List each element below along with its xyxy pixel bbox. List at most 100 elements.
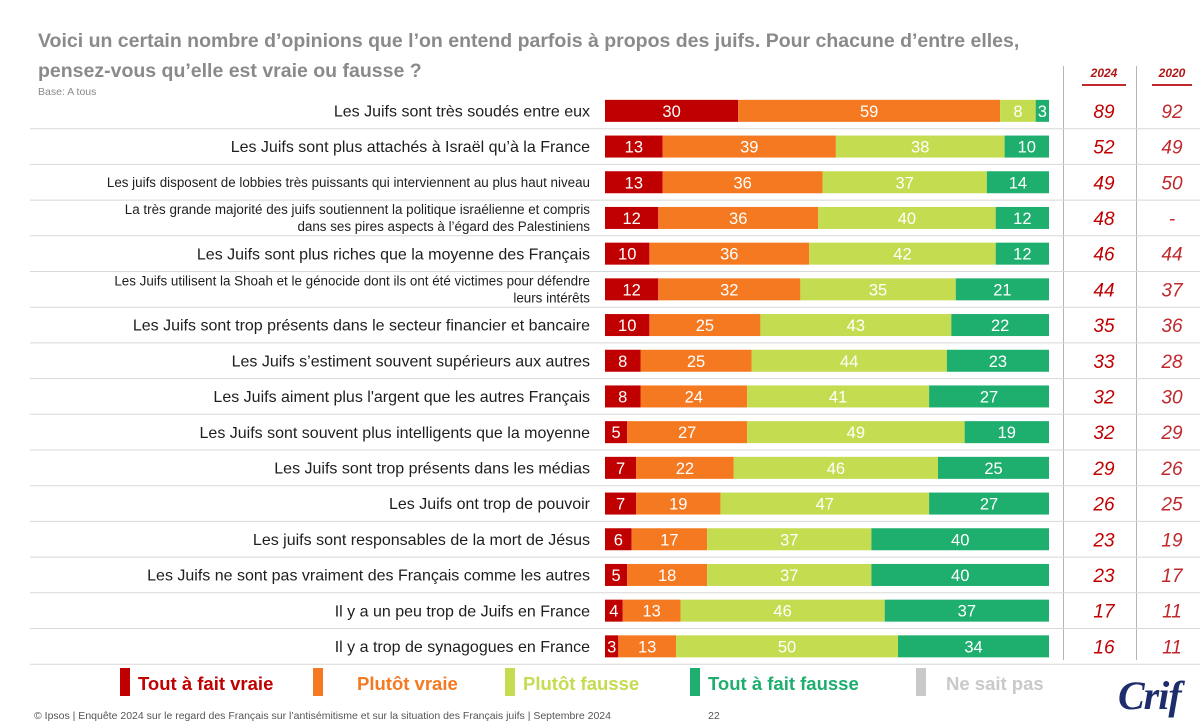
bar-value-label: 38 <box>911 139 929 157</box>
total-2020-value: 36 <box>1161 316 1183 337</box>
year-header-2024: 2024 <box>1090 66 1118 80</box>
bar-value-label: 40 <box>951 531 969 549</box>
bar-segment <box>618 635 677 658</box>
total-2024-value: 49 <box>1093 173 1115 194</box>
bar-segment <box>605 456 637 479</box>
category-label: Les Juifs s’estiment souvent supérieurs … <box>232 353 590 370</box>
bar-value-label: 19 <box>998 424 1016 442</box>
year-header-2024-rule <box>1082 84 1126 86</box>
bar-value-label: 12 <box>1013 246 1031 264</box>
bar-segment <box>720 492 930 515</box>
category-label: Les Juifs sont plus riches que la moyenn… <box>197 246 590 263</box>
total-2020-value: 29 <box>1160 423 1183 444</box>
bar-value-label: 6 <box>614 531 623 549</box>
bar-segment <box>884 599 1049 622</box>
category-label: Les Juifs sont trop présents dans le sec… <box>133 318 590 335</box>
footer-source: © Ipsos | Enquête 2024 sur le regard des… <box>34 710 611 722</box>
total-2024-value: 32 <box>1093 387 1115 408</box>
bar-segment <box>760 314 952 337</box>
category-label: Les Juifs utilisent la Shoah et le génoc… <box>114 274 590 289</box>
bar-value-label: 13 <box>642 603 660 621</box>
bar-value-label: 46 <box>773 603 791 621</box>
bar-value-label: 5 <box>612 567 621 585</box>
bar-value-label: 46 <box>827 460 845 478</box>
bar-segment <box>605 242 650 265</box>
category-label: leurs intérêts <box>513 291 590 306</box>
year-header-2020-rule <box>1152 84 1192 86</box>
bar-segment <box>800 278 956 301</box>
bar-segment <box>605 314 650 337</box>
category-label: Les juifs disposent de lobbies très puis… <box>107 175 590 190</box>
bar-segment <box>605 599 623 622</box>
bar-value-label: 13 <box>638 638 656 656</box>
total-2020-value: 19 <box>1161 530 1183 551</box>
total-2024-value: 26 <box>1092 495 1115 516</box>
bar-segment <box>658 278 801 301</box>
bar-value-label: 19 <box>669 496 687 514</box>
bar-value-label: 22 <box>676 460 694 478</box>
total-2020-value: 37 <box>1161 280 1184 301</box>
legend-label: Plutôt fausse <box>523 673 640 694</box>
page-number: 22 <box>708 710 720 722</box>
bar-value-label: 34 <box>964 638 982 656</box>
bar-segment <box>938 456 1049 479</box>
category-label: Il y a trop de synagogues en France <box>335 639 590 656</box>
bar-segment <box>1035 99 1049 122</box>
bar-value-label: 12 <box>1013 210 1031 228</box>
bar-value-label: 40 <box>898 210 916 228</box>
total-2024-value: 17 <box>1093 602 1116 623</box>
bar-segment <box>955 278 1049 301</box>
bar-value-label: 8 <box>618 353 627 371</box>
bar-segment <box>627 421 748 444</box>
legend-swatch <box>120 668 130 696</box>
bar-segment <box>835 135 1005 158</box>
bar-value-label: 23 <box>989 353 1007 371</box>
category-label: Il y a un peu trop de Juifs en France <box>335 603 590 620</box>
bar-value-label: 27 <box>678 424 696 442</box>
bar-segment <box>898 635 1049 658</box>
bar-segment <box>605 385 641 408</box>
bar-segment <box>809 242 996 265</box>
bar-value-label: 14 <box>1009 174 1027 192</box>
bar-segment <box>640 349 752 372</box>
bar-segment <box>605 206 659 229</box>
bar-segment <box>649 314 761 337</box>
total-2020-value: - <box>1169 209 1175 230</box>
bar-value-label: 41 <box>829 388 847 406</box>
bar-value-label: 25 <box>687 353 705 371</box>
bar-segment <box>822 171 987 194</box>
category-label: Les Juifs sont plus attachés à Israël qu… <box>231 139 590 156</box>
legend-label: Ne sait pas <box>946 673 1044 694</box>
bar-segment <box>1004 135 1049 158</box>
bar-value-label: 30 <box>662 103 680 121</box>
bar-value-label: 7 <box>616 496 625 514</box>
bar-segment <box>946 349 1049 372</box>
total-2020-value: 50 <box>1161 173 1183 194</box>
bar-segment <box>818 206 996 229</box>
bar-value-label: 12 <box>622 281 640 299</box>
bar-segment <box>995 206 1049 229</box>
bar-value-label: 21 <box>993 281 1011 299</box>
chart-title: Voici un certain nombre d’opinions que l… <box>38 30 1020 82</box>
bar-segment <box>605 528 632 551</box>
bar-segment <box>747 421 965 444</box>
bar-segment <box>627 563 708 586</box>
bar-value-label: 8 <box>618 388 627 406</box>
total-2024-value: 23 <box>1092 530 1115 551</box>
total-2020-value: 49 <box>1161 138 1183 159</box>
total-2024-value: 23 <box>1092 566 1115 587</box>
column-divider-middle <box>1136 66 1137 660</box>
bar-segment <box>636 492 721 515</box>
legend-swatch <box>313 668 323 696</box>
bar-segment <box>662 135 836 158</box>
bar-value-label: 39 <box>740 139 758 157</box>
category-label: Les Juifs aiment plus l'argent que les a… <box>213 389 590 406</box>
column-divider-left <box>1063 66 1064 660</box>
bar-value-label: 37 <box>958 603 976 621</box>
bar-value-label: 43 <box>847 317 865 335</box>
bar-value-label: 27 <box>980 388 998 406</box>
bar-segment <box>640 385 748 408</box>
bar-value-label: 7 <box>616 460 625 478</box>
bar-segment <box>1000 99 1036 122</box>
